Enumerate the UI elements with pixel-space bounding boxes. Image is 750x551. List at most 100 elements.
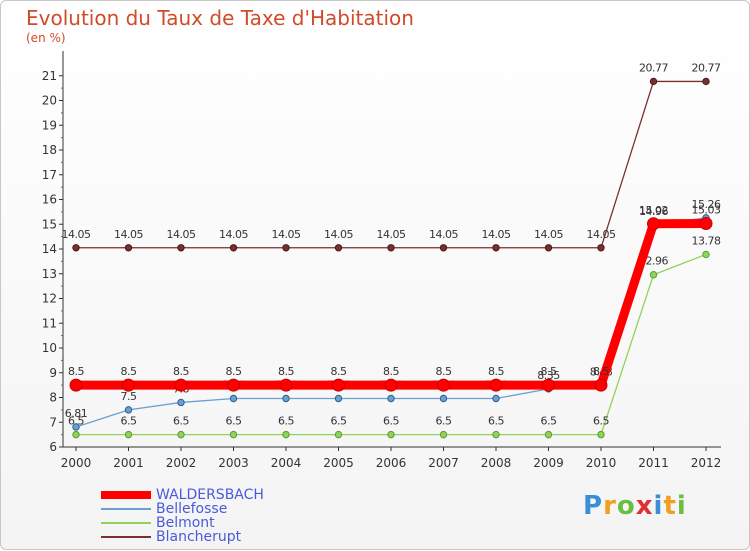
data-label: 8.5 [121,365,137,378]
x-tick-label: 2001 [113,456,144,470]
data-point [699,217,713,231]
data-point [229,430,238,439]
data-label: 7.5 [121,390,137,403]
data-label: 6.5 [68,415,84,428]
x-tick-label: 2006 [376,456,407,470]
data-label: 14.05 [429,228,458,241]
logo-letter: o [616,491,636,521]
logo-letter: r [603,491,617,521]
data-point [334,394,343,403]
data-label: 8.5 [331,365,347,378]
y-tick-label: 13 [42,267,57,281]
y-tick-label: 8 [49,391,57,405]
y-tick-label: 19 [42,118,57,132]
data-point [229,394,238,403]
data-label: 14.05 [534,228,563,241]
data-label: 15.03 [692,204,721,217]
data-label: 8.5 [68,365,84,378]
series-line-blancherupt [76,80,706,249]
data-point [492,244,500,252]
chart-subtitle: (en %) [26,31,66,45]
data-label: 14.05 [114,228,143,241]
data-label: 14.05 [324,228,353,241]
data-label: 8.5 [488,365,504,378]
data-label: 15.26 [692,198,721,211]
data-point [69,378,83,392]
y-tick-label: 12 [42,292,57,306]
data-point [702,77,710,86]
data-label: 14.05 [219,228,248,241]
data-label: 6.5 [121,415,137,428]
y-tick-label: 18 [42,143,57,157]
data-label: 20.77 [639,61,668,74]
logo-letter: i [676,491,687,521]
legend-swatch [101,508,151,510]
data-label: 14.05 [62,228,91,241]
data-label: 14.96 [639,205,668,218]
x-tick-label: 2008 [481,456,512,470]
data-point [332,378,345,392]
data-point [72,244,80,252]
data-point [72,430,80,439]
data-point [437,378,450,392]
data-label: 6.5 [436,415,452,428]
data-label: 8.5 [278,365,294,378]
data-label: 8.5 [541,365,557,378]
y-tick-label: 20 [42,94,57,108]
legend-label: Bellefosse [156,501,228,517]
data-point [72,423,80,431]
data-point [177,398,185,407]
data-label: 14.05 [587,228,616,241]
data-point [439,430,448,439]
y-tick-label: 17 [42,168,57,182]
y-tick-label: 6 [49,440,57,454]
data-label: 14.05 [167,228,196,241]
data-label: 8.5 [226,365,242,378]
data-label: 6.5 [278,415,294,428]
chart-title: Evolution du Taux de Taxe d'Habitation [26,6,414,30]
x-tick-label: 2011 [638,456,669,470]
data-label: 6.81 [65,407,88,420]
data-label: 6.5 [488,415,504,428]
legend-label: WALDERSBACH [156,487,264,503]
y-tick-label: 11 [42,316,57,330]
data-point [387,394,395,403]
data-point [489,378,503,392]
x-tick-label: 2012 [691,456,722,470]
data-point [439,244,448,252]
data-point [387,430,395,439]
data-point [702,250,710,259]
data-point [177,430,185,439]
data-point [542,378,555,392]
logo-letter: x [635,491,654,521]
data-label: 8.5 [383,365,399,378]
data-point [544,244,553,252]
data-point [492,430,500,439]
legend-swatch [101,491,151,499]
data-point [439,394,448,403]
data-point [649,77,658,86]
data-point [492,394,500,403]
data-point [594,378,608,392]
data-point [124,244,133,252]
data-label: 15.02 [639,204,668,217]
data-point [279,378,293,392]
y-tick-label: 21 [42,69,57,83]
y-tick-label: 16 [42,193,57,207]
data-point [649,271,658,279]
y-tick-label: 10 [42,341,57,355]
data-point [124,406,133,414]
data-label: 8.35 [537,369,560,382]
x-tick-label: 2007 [428,456,459,470]
data-point [122,378,135,392]
data-point [597,244,605,252]
data-label: 6.5 [173,415,189,428]
data-point [387,244,395,252]
x-tick-label: 2005 [323,456,354,470]
data-point [282,244,290,252]
data-point [647,217,660,231]
logo-letter: i [653,491,664,521]
x-tick-label: 2000 [61,456,92,470]
